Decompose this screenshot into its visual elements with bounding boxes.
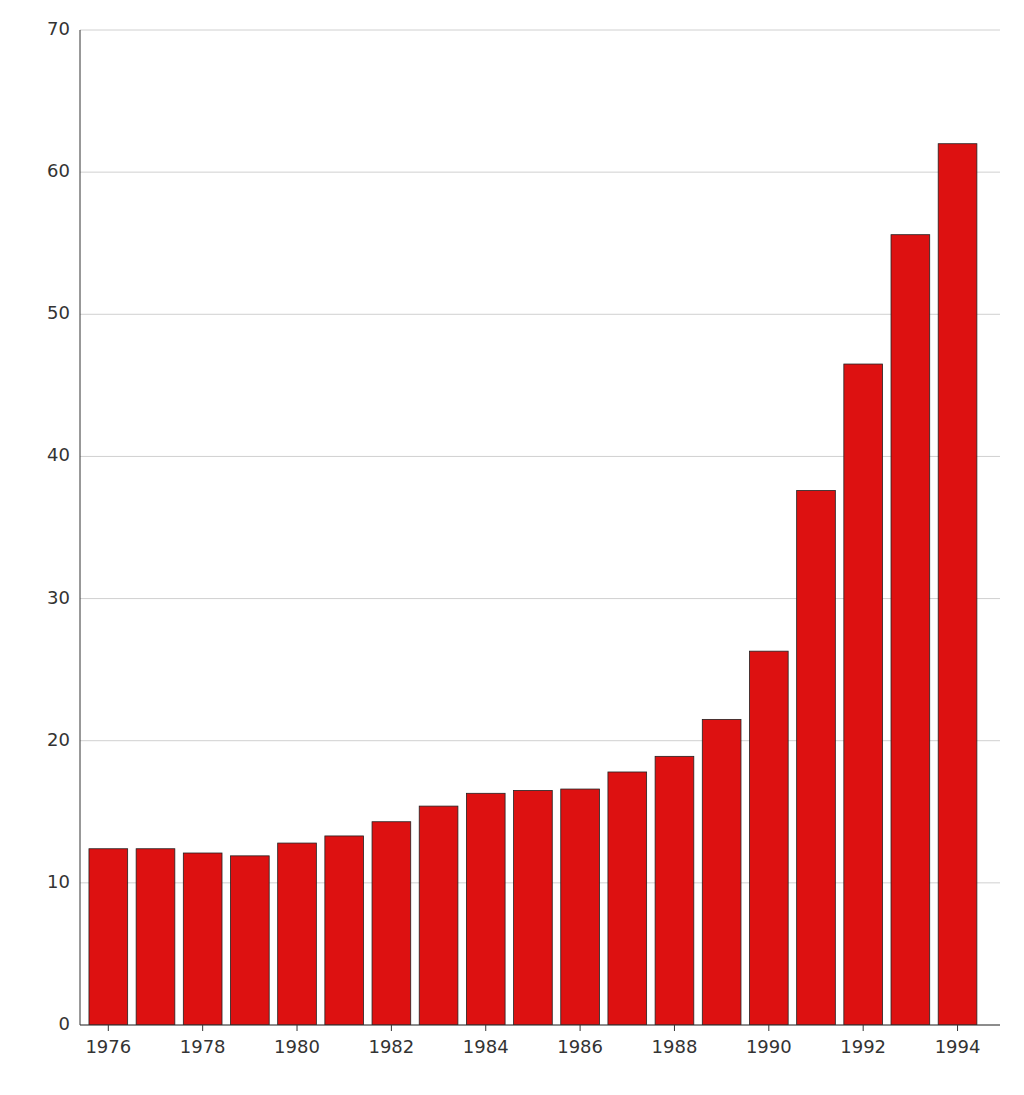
bar [702,719,741,1025]
x-tick-label: 1976 [85,1036,131,1057]
x-tick-label: 1994 [935,1036,981,1057]
x-tick-label: 1982 [368,1036,414,1057]
bar [891,235,930,1025]
x-tick [768,1025,769,1031]
bar [797,491,836,1025]
x-axis: 1976 1978 1980 1982 1984 1986 1988 1990 1992 1994 [80,1025,1000,1057]
chart-container: 0102030405060701976197819801982198419861… [0,0,1024,1095]
bar [372,822,411,1025]
y-tick-label: 70 [47,18,70,39]
x-tick-label: 1988 [652,1036,698,1057]
y-tick-label: 0 [59,1013,70,1034]
x-tick [863,1025,864,1031]
y-tick-label: 30 [47,587,70,608]
bar [419,806,458,1025]
x-axis-line [80,1025,1000,1026]
y-tick-label: 20 [47,729,70,750]
bar [608,772,647,1025]
y-tick-label: 40 [47,444,70,465]
x-tick [580,1025,581,1031]
bar [561,789,600,1025]
x-tick [674,1025,675,1031]
x-tick-label: 1984 [463,1036,509,1057]
x-tick-label: 1980 [274,1036,320,1057]
y-tick-label: 60 [47,160,70,181]
bar [136,849,175,1025]
grid-line [80,172,1000,173]
grid-line [80,314,1000,315]
bar [938,144,977,1025]
bar [844,364,883,1025]
y-axis-line [80,30,81,1025]
grid-line [80,1025,1000,1026]
bar [655,756,694,1025]
bar [89,849,128,1025]
x-tick [108,1025,109,1031]
bars [89,144,977,1025]
x-tick [297,1025,298,1031]
bar [466,793,505,1025]
grid [80,30,1000,1025]
x-tick-label: 1990 [746,1036,792,1057]
grid-line [80,30,1000,31]
x-tick [957,1025,958,1031]
bar [231,856,270,1025]
bar [278,843,317,1025]
x-tick-label: 1992 [840,1036,886,1057]
bar [183,853,222,1025]
x-tick [202,1025,203,1031]
x-tick-label: 1978 [180,1036,226,1057]
x-tick [391,1025,392,1031]
bar [325,836,364,1025]
x-tick [485,1025,486,1031]
chart: 0102030405060701976197819801982198419861… [0,0,1024,1095]
y-axis: 0 10 20 30 40 50 60 70 [47,18,80,1034]
y-tick-label: 10 [47,871,70,892]
y-tick-label: 50 [47,302,70,323]
x-tick-label: 1986 [557,1036,603,1057]
bar [749,651,788,1025]
bar [514,790,553,1025]
